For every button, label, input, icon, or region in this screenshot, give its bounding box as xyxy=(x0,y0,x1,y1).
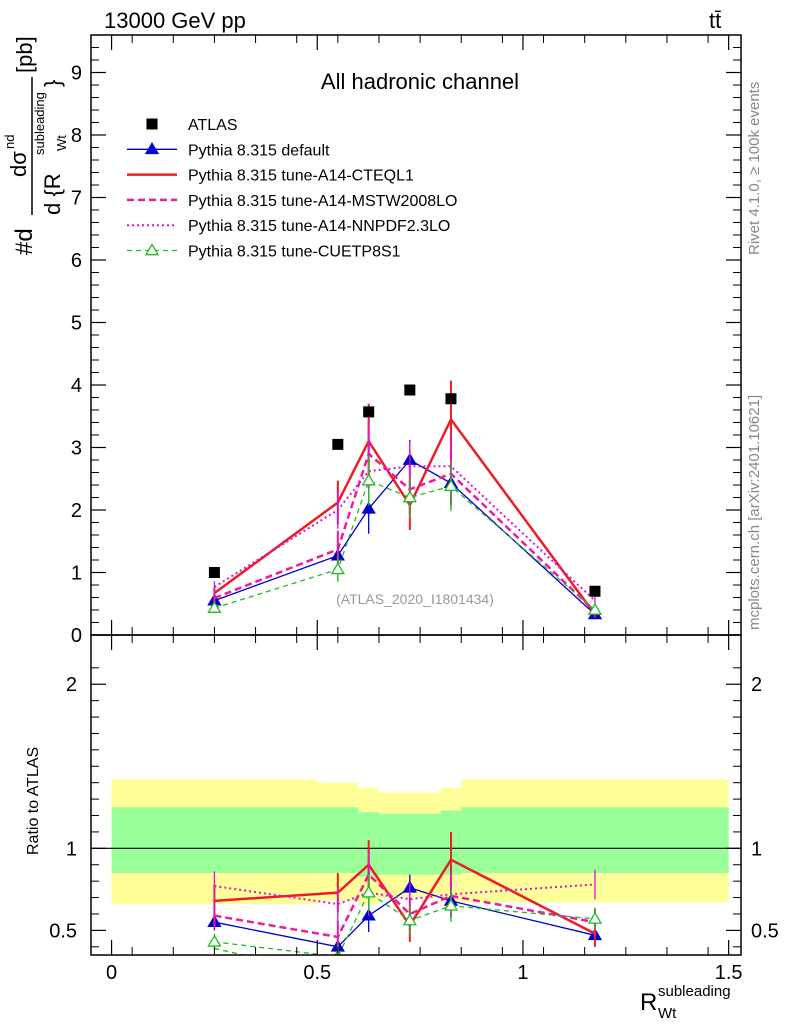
legend-label-2: Pythia 8.315 tune-A14-MSTW2008LO xyxy=(188,193,457,210)
ratio-y-tick-label-right: 0.5 xyxy=(751,920,779,942)
ratio-y-tick-label-right: 2 xyxy=(751,674,762,696)
series-point-4 xyxy=(443,478,459,492)
ratio-point-4 xyxy=(402,913,417,926)
series-line-4 xyxy=(214,479,596,611)
ylabel-numerator-sup: nd xyxy=(2,135,17,149)
y-axis-label-top: #d dσ nd d {R subleading Wt } [pb] xyxy=(2,36,69,255)
legend-label-data: ATLAS xyxy=(188,117,238,134)
ratio-y-label: Ratio to ATLAS xyxy=(25,747,42,855)
data-point xyxy=(404,384,416,396)
legend-label-4: Pythia 8.315 tune-CUETP8S1 xyxy=(188,244,401,261)
data-point xyxy=(332,438,344,450)
legend: ATLAS Pythia 8.315 default Pythia 8.315 tu… xyxy=(127,117,457,261)
legend-label-1: Pythia 8.315 tune-A14-CTEQL1 xyxy=(188,168,414,185)
mcplots-label: mcplots.cern.ch [arXiv:2401.10621] xyxy=(746,395,763,630)
energy-label: 13000 GeV pp xyxy=(104,8,246,33)
process-label: tt̄ xyxy=(709,8,721,33)
xlabel-sub: Wt xyxy=(658,1005,677,1022)
y-tick-label: 8 xyxy=(71,125,82,147)
y-tick-label: 0 xyxy=(71,625,82,647)
ratio-point-4 xyxy=(443,898,459,911)
ylabel-denominator-sup: subleading xyxy=(32,92,47,155)
ylabel-unit: [pb] xyxy=(12,36,37,73)
ratio-panel-frame xyxy=(90,634,742,956)
series-line-0 xyxy=(214,459,596,615)
legend-marker-data xyxy=(146,118,158,130)
ratio-band-inner xyxy=(317,807,359,873)
legend-label-3: Pythia 8.315 tune-A14-NNPDF2.3LO xyxy=(188,218,450,235)
ratio-y-tick-label-right: 1 xyxy=(751,838,762,860)
data-point xyxy=(445,393,457,405)
ratio-band-inner xyxy=(378,813,441,875)
legend-marker-4 xyxy=(144,243,160,256)
series-point-4 xyxy=(402,490,417,503)
ratio-y-tick-label-left: 2 xyxy=(66,674,77,696)
data-point xyxy=(589,585,601,597)
x-tick-label: 1.5 xyxy=(715,962,743,984)
rivet-label: Rivet 4.1.0, ≥ 100k events xyxy=(746,82,763,255)
ratio-line-2 xyxy=(214,872,596,939)
y-tick-label: 9 xyxy=(71,63,82,85)
series-point-4 xyxy=(207,600,222,613)
y-tick-label: 7 xyxy=(71,188,82,210)
ratio-y-tick-label-left: 1 xyxy=(66,838,77,860)
y-tick-label: 2 xyxy=(71,500,82,522)
legend-label-0: Pythia 8.315 default xyxy=(188,142,330,159)
ylabel-denominator-sub: Wt xyxy=(54,135,69,151)
series-point-4 xyxy=(330,562,345,575)
ratio-point-4 xyxy=(587,911,603,924)
data-point xyxy=(363,406,375,418)
series-line-3 xyxy=(213,465,596,602)
ratio-point-4 xyxy=(207,934,222,947)
xlabel-base: R xyxy=(640,989,657,1016)
series-point-4 xyxy=(361,473,376,486)
y-tick-label: 3 xyxy=(71,438,82,460)
chart-title: All hadronic channel xyxy=(321,69,519,94)
xlabel-sup: subleading xyxy=(658,983,731,1000)
series-line-1 xyxy=(213,416,596,616)
data-point xyxy=(208,567,220,578)
ylabel-denominator: d {R xyxy=(40,173,65,215)
ylabel-numerator: dσ xyxy=(6,151,31,177)
ylabel-prefix: #d xyxy=(11,228,38,255)
watermark: (ATLAS_2020_I1801434) xyxy=(336,591,494,607)
ylabel-denominator-end: } xyxy=(40,80,65,87)
series-point-0 xyxy=(361,501,376,514)
ratio-band-inner xyxy=(111,807,318,873)
x-tick-label: 0.5 xyxy=(303,962,331,984)
y-tick-label: 6 xyxy=(71,250,82,272)
y-tick-label: 4 xyxy=(71,375,82,397)
series-point-4 xyxy=(587,602,603,615)
x-tick-label: 1 xyxy=(517,962,528,984)
legend-marker-0 xyxy=(144,142,160,155)
x-axis-label: R subleading Wt xyxy=(640,983,731,1022)
ratio-point-4 xyxy=(361,885,376,898)
series-line-2 xyxy=(213,451,596,613)
y-tick-label: 1 xyxy=(71,563,82,585)
ratio-band-inner xyxy=(461,807,729,873)
y-tick-label: 5 xyxy=(71,313,82,335)
ratio-line-offscale xyxy=(214,947,244,955)
ratio-y-tick-label-left: 0.5 xyxy=(49,920,77,942)
x-tick-label: 0 xyxy=(106,962,117,984)
